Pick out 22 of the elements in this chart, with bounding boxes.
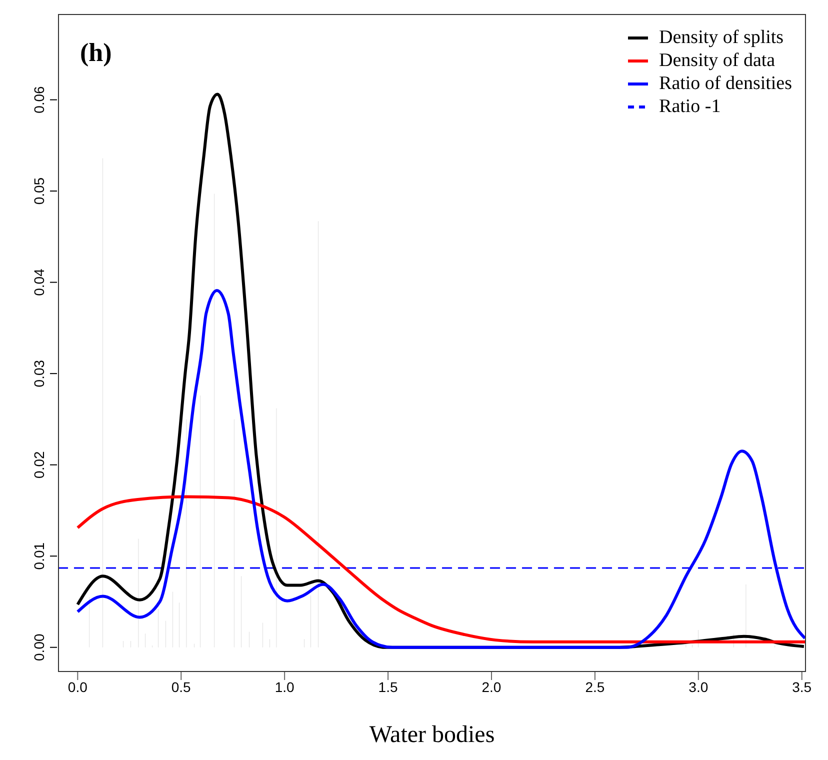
x-tick-label: 1.0 [274, 678, 295, 695]
y-tick-label: 0.00 [31, 634, 47, 661]
legend-label: Ratio of densities [659, 72, 792, 95]
legend-label: Density of splits [659, 26, 784, 49]
y-tick-label: 0.04 [31, 268, 47, 296]
legend-label: Ratio -1 [659, 95, 721, 118]
y-tick-label: 0.06 [31, 86, 47, 114]
x-tick-label: 0.5 [171, 678, 192, 695]
x-tick-label: 3.5 [792, 678, 812, 695]
x-tick-label: 2.0 [482, 678, 502, 695]
legend-label: Density of data [659, 49, 776, 72]
annotation: (h) [80, 38, 112, 68]
x-tick-label: 1.5 [378, 678, 398, 695]
x-axis-title: Water bodies [369, 722, 495, 748]
y-tick-label: 0.05 [31, 177, 47, 205]
x-tick-label: 0.0 [68, 678, 88, 695]
line-series [76, 495, 806, 644]
y-tick-label: 0.01 [31, 542, 47, 570]
y-tick-label: 0.02 [31, 451, 47, 478]
x-tick-label: 3.0 [688, 678, 708, 695]
y-tick-label: 0.03 [31, 360, 47, 388]
x-tick-label: 2.5 [585, 678, 605, 695]
